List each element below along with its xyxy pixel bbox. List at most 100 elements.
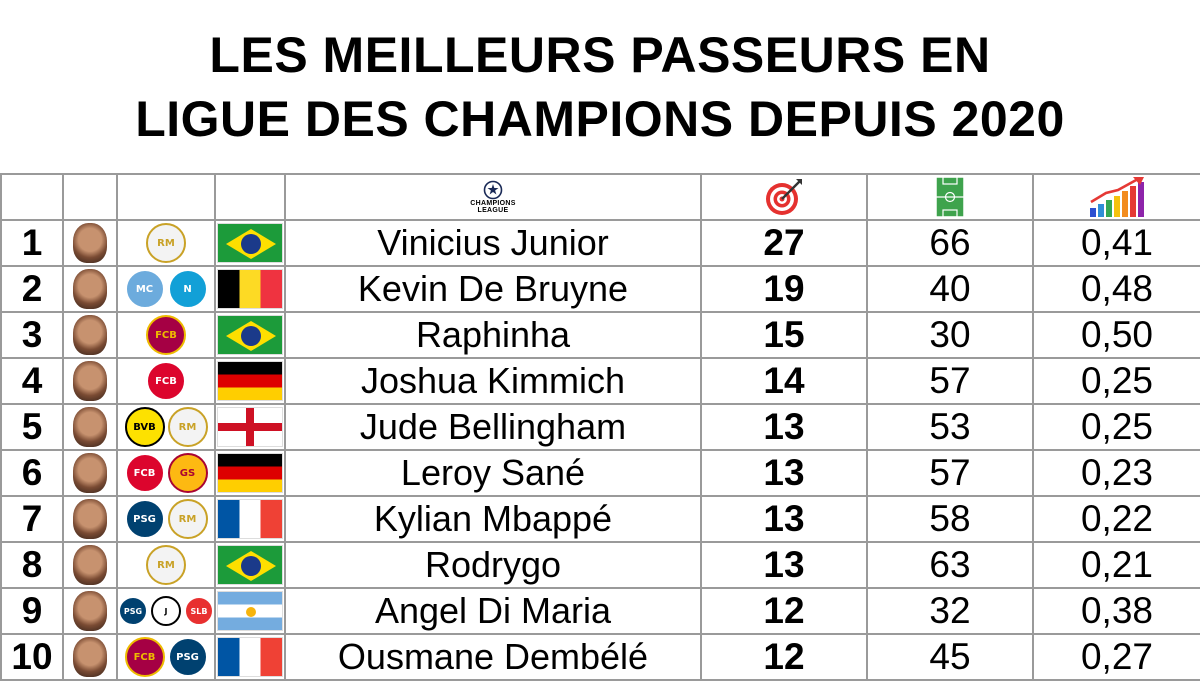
player-name-cell: Jude Bellingham bbox=[284, 403, 702, 451]
player-name-cell: Rodrygo bbox=[284, 541, 702, 589]
matches-cell: 66 bbox=[866, 219, 1034, 267]
header-ratio-cell bbox=[1032, 173, 1200, 221]
clubs-cell: MC N bbox=[116, 265, 216, 313]
header-photo-cell bbox=[62, 173, 118, 221]
country-flag-icon bbox=[217, 315, 283, 355]
flag-cell bbox=[214, 633, 286, 681]
matches-cell: 30 bbox=[866, 311, 1034, 359]
rank-cell: 5 bbox=[0, 403, 64, 451]
flag-cell bbox=[214, 587, 286, 635]
player-photo-cell bbox=[62, 633, 118, 681]
player-photo-cell bbox=[62, 357, 118, 405]
growth-chart-icon bbox=[1090, 177, 1144, 217]
table-row: 3 FCB Raphinha 15 30 0,50 bbox=[0, 311, 1200, 359]
champions-league-logo-icon: CHAMPIONS LEAGUE bbox=[470, 180, 515, 214]
matches-cell: 45 bbox=[866, 633, 1034, 681]
country-flag-icon bbox=[217, 361, 283, 401]
clubs-cell: PSG RM bbox=[116, 495, 216, 543]
assists-cell: 14 bbox=[700, 357, 868, 405]
country-flag-icon bbox=[217, 269, 283, 309]
ucl-label-2: LEAGUE bbox=[477, 207, 509, 214]
psg-crest-icon: PSG bbox=[119, 596, 148, 626]
bayern-munich-crest-icon: FCB bbox=[124, 453, 165, 493]
starball-icon bbox=[483, 180, 503, 200]
napoli-crest-icon: N bbox=[167, 269, 208, 309]
benfica-crest-icon: SLB bbox=[184, 596, 213, 626]
real-madrid-crest-icon: RM bbox=[167, 407, 208, 447]
title-line-2: LIGUE DES CHAMPIONS DEPUIS 2020 bbox=[135, 90, 1065, 147]
rank-cell: 1 bbox=[0, 219, 64, 267]
juventus-crest-icon: J bbox=[151, 596, 181, 626]
ratio-cell: 0,38 bbox=[1032, 587, 1200, 635]
header-assists-cell bbox=[700, 173, 868, 221]
flag-cell bbox=[214, 541, 286, 589]
barcelona-crest-icon: FCB bbox=[124, 637, 165, 677]
rank-cell: 6 bbox=[0, 449, 64, 497]
table-row: 7 PSG RM Kylian Mbappé 13 58 0,22 bbox=[0, 495, 1200, 543]
player-name-cell: Kylian Mbappé bbox=[284, 495, 702, 543]
football-pitch-icon bbox=[935, 176, 965, 218]
header-rank-cell bbox=[0, 173, 64, 221]
psg-crest-icon: PSG bbox=[167, 637, 208, 677]
clubs-cell: PSG J SLB bbox=[116, 587, 216, 635]
flag-cell bbox=[214, 495, 286, 543]
player-photo-avatar bbox=[73, 315, 107, 355]
player-name-cell: Kevin De Bruyne bbox=[284, 265, 702, 313]
flag-cell bbox=[214, 219, 286, 267]
player-photo-cell bbox=[62, 587, 118, 635]
assists-cell: 19 bbox=[700, 265, 868, 313]
clubs-cell: RM bbox=[116, 541, 216, 589]
country-flag-icon bbox=[217, 637, 283, 677]
player-photo-cell bbox=[62, 219, 118, 267]
player-name-cell: Ousmane Dembélé bbox=[284, 633, 702, 681]
psg-crest-icon: PSG bbox=[124, 499, 165, 539]
header-flag-cell bbox=[214, 173, 286, 221]
real-madrid-crest-icon: RM bbox=[167, 499, 208, 539]
clubs-cell: BVB RM bbox=[116, 403, 216, 451]
assists-cell: 27 bbox=[700, 219, 868, 267]
player-photo-avatar bbox=[73, 499, 107, 539]
header-matches-cell bbox=[866, 173, 1034, 221]
flag-cell bbox=[214, 265, 286, 313]
flag-cell bbox=[214, 311, 286, 359]
dortmund-crest-icon: BVB bbox=[124, 407, 165, 447]
bayern-munich-crest-icon: FCB bbox=[146, 361, 186, 401]
assists-cell: 12 bbox=[700, 633, 868, 681]
rank-cell: 3 bbox=[0, 311, 64, 359]
player-photo-cell bbox=[62, 403, 118, 451]
matches-cell: 53 bbox=[866, 403, 1034, 451]
rank-cell: 7 bbox=[0, 495, 64, 543]
ratio-cell: 0,41 bbox=[1032, 219, 1200, 267]
table-row: 9 PSG J SLB Angel Di Maria 12 32 0,38 bbox=[0, 587, 1200, 635]
assists-cell: 12 bbox=[700, 587, 868, 635]
flag-cell bbox=[214, 449, 286, 497]
country-flag-icon bbox=[217, 499, 283, 539]
table-row: 6 FCB GS Leroy Sané 13 57 0,23 bbox=[0, 449, 1200, 497]
country-flag-icon bbox=[217, 591, 283, 631]
player-photo-avatar bbox=[73, 361, 107, 401]
ratio-cell: 0,50 bbox=[1032, 311, 1200, 359]
rank-cell: 4 bbox=[0, 357, 64, 405]
player-photo-avatar bbox=[73, 637, 107, 677]
rank-cell: 8 bbox=[0, 541, 64, 589]
player-name-cell: Joshua Kimmich bbox=[284, 357, 702, 405]
player-photo-cell bbox=[62, 265, 118, 313]
matches-cell: 63 bbox=[866, 541, 1034, 589]
country-flag-icon bbox=[217, 453, 283, 493]
matches-cell: 32 bbox=[866, 587, 1034, 635]
header-name-cell: CHAMPIONS LEAGUE bbox=[284, 173, 702, 221]
ucl-label-1: CHAMPIONS bbox=[470, 200, 516, 207]
table-row: 4 FCB Joshua Kimmich 14 57 0,25 bbox=[0, 357, 1200, 405]
manchester-city-crest-icon: MC bbox=[124, 269, 165, 309]
country-flag-icon bbox=[217, 545, 283, 585]
flag-cell bbox=[214, 357, 286, 405]
assists-cell: 13 bbox=[700, 449, 868, 497]
player-photo-cell bbox=[62, 311, 118, 359]
player-photo-avatar bbox=[73, 407, 107, 447]
player-name-cell: Angel Di Maria bbox=[284, 587, 702, 635]
clubs-cell: FCB PSG bbox=[116, 633, 216, 681]
barcelona-crest-icon: FCB bbox=[146, 315, 186, 355]
player-photo-avatar bbox=[73, 591, 107, 631]
player-photo-avatar bbox=[73, 453, 107, 493]
